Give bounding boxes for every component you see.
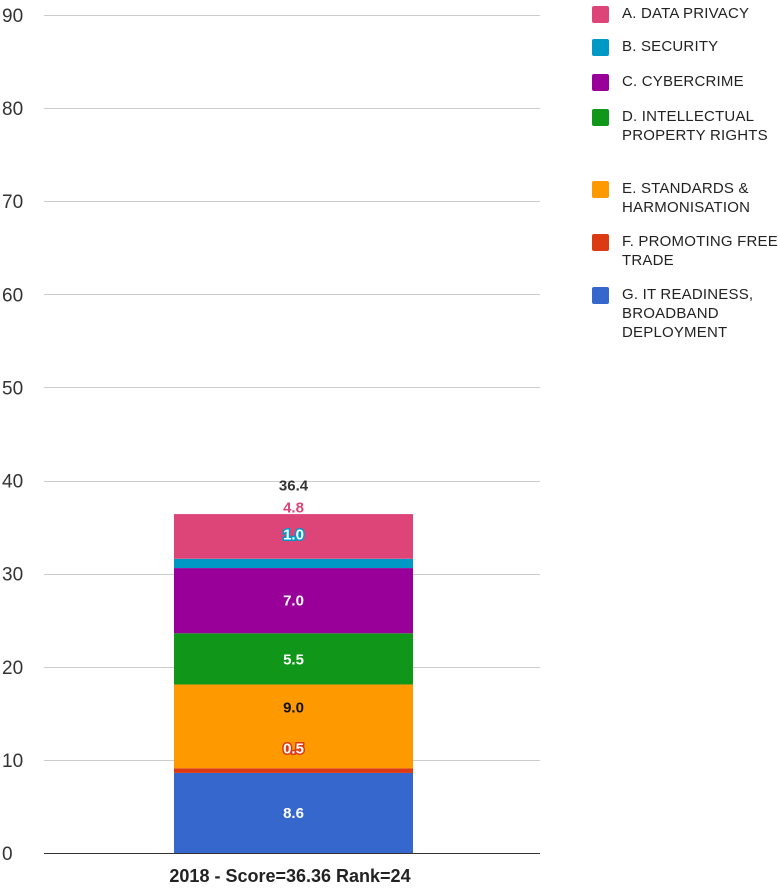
gridlines: [44, 15, 540, 854]
y-tick-label: 90: [2, 6, 23, 27]
y-tick-label: 0: [2, 844, 13, 865]
bar-segments: [174, 514, 413, 853]
bar-segment: [174, 633, 413, 685]
segment-value-label: 4.8: [283, 500, 304, 517]
segment-value-label: 9.0: [283, 700, 304, 717]
bar-segment: [174, 568, 413, 634]
legend-label: B. SECURITY: [622, 38, 719, 55]
legend-label: E. STANDARDS & HARMONISATION: [622, 180, 751, 216]
segment-value-label: 8.6: [283, 805, 304, 822]
bar-segment: [174, 684, 413, 769]
y-tick-label: 30: [2, 565, 23, 586]
legend-label: A. DATA PRIVACY: [622, 5, 750, 22]
segment-labels: 8.6 0.5 9.0 5.5 7.0 1.0 4.8: [282, 498, 306, 822]
bar-segment: [174, 772, 413, 853]
segment-value-label: 7.0: [283, 593, 304, 610]
legend-swatch: [592, 287, 609, 304]
legend-label: G. IT READINESS, BROADBAND DEPLOYMENT: [622, 286, 754, 341]
y-axis-ticks: 0 10 20 30 40 50 60 70 80 90: [2, 6, 23, 865]
legend-swatch: [592, 234, 609, 251]
legend-swatch: [592, 181, 609, 198]
legend-swatch: [592, 6, 609, 23]
legend-label: D. INTELLECTUAL PROPERTY RIGHTS: [622, 108, 768, 144]
y-tick-label: 20: [2, 658, 23, 679]
legend-label: F. PROMOTING FREE TRADE: [622, 233, 778, 269]
y-tick-label: 50: [2, 378, 23, 399]
bar-segment: [174, 558, 413, 569]
y-tick-label: 10: [2, 751, 23, 772]
segment-value-label: 1.0: [283, 527, 304, 544]
y-tick-label: 40: [2, 472, 23, 493]
segment-value-label: 5.5: [283, 651, 304, 668]
y-tick-label: 70: [2, 192, 23, 213]
legend-swatch: [592, 74, 609, 91]
legend-label: C. CYBERCRIME: [622, 73, 744, 90]
legend-swatch: [592, 39, 609, 56]
bar-segment: [174, 514, 413, 559]
total-label: 36.4: [279, 478, 309, 495]
segment-value-label: 0.5: [283, 741, 304, 758]
legend-swatch: [592, 109, 609, 126]
x-category-label: 2018 - Score=36.36 Rank=24: [169, 866, 410, 886]
y-tick-label: 60: [2, 285, 23, 306]
bar-segment: [174, 768, 413, 773]
y-tick-label: 80: [2, 99, 23, 120]
